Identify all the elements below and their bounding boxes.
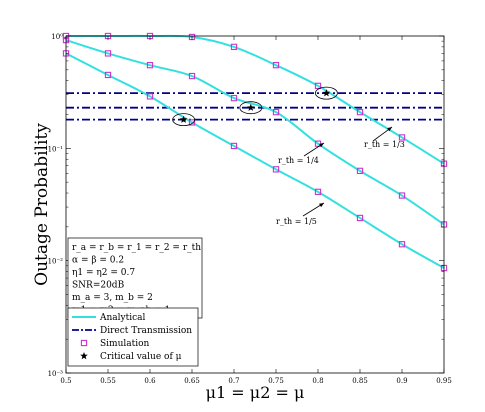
critical-point-star bbox=[246, 103, 255, 111]
parameter-line: SNR=20dB bbox=[72, 281, 125, 291]
x-tick-label: 0.6 bbox=[144, 377, 156, 385]
simulation-marker bbox=[272, 108, 280, 116]
simulation-marker bbox=[146, 93, 154, 100]
x-tick-label: 0.9 bbox=[396, 377, 407, 385]
x-tick-label: 0.8 bbox=[312, 377, 323, 385]
x-tick-label: 0.7 bbox=[228, 377, 239, 385]
axes-layer: 0.5 0.55 0.6 0.65 0.7 0.75 0.8 0.85 0.9 0.95 10⁻³ 1… bbox=[48, 33, 452, 385]
y-tick-label: 10⁻³ bbox=[48, 370, 64, 378]
x-axis-label: μ1 = μ2 = μ bbox=[206, 383, 305, 402]
simulation-marker bbox=[314, 188, 322, 195]
simulation-marker bbox=[188, 72, 196, 80]
parameters-box: r_a = r_b = r_1 = r_2 = r_th α = β = 0.2 η… bbox=[67, 237, 203, 319]
simulation-marker bbox=[104, 71, 112, 79]
simulation-marker bbox=[314, 82, 322, 89]
legend: Analytical Direct Transmission Simulation C… bbox=[67, 307, 199, 367]
analytical-curve bbox=[65, 52, 445, 269]
critical-point-star bbox=[322, 89, 331, 97]
critical-point-star bbox=[179, 115, 188, 123]
legend-label: Simulation bbox=[100, 339, 150, 349]
x-tick-label: 0.65 bbox=[184, 377, 200, 385]
parameters-box-frame bbox=[67, 237, 203, 319]
simulation-marker bbox=[104, 50, 112, 57]
simulation-marker bbox=[398, 192, 406, 199]
parameter-line: η1 = η2 = 0.7 bbox=[72, 268, 135, 278]
series-annotation: r_th = 1/4 bbox=[278, 156, 319, 165]
legend-swatch-critical bbox=[80, 352, 88, 360]
simulation-marker bbox=[272, 166, 280, 173]
simulation-marker bbox=[356, 167, 364, 175]
legend-label: Direct Transmission bbox=[100, 326, 192, 336]
annotation-arrow-head bbox=[387, 127, 392, 132]
series-annotation: r_th = 1/3 bbox=[364, 140, 405, 149]
legend-swatch-simulation bbox=[80, 339, 88, 347]
simulation-marker bbox=[398, 241, 406, 248]
legend-label: Analytical bbox=[99, 313, 146, 323]
parameter-line: m_a = 3, m_b = 2 bbox=[72, 293, 153, 303]
critical-point-ellipse bbox=[314, 86, 338, 100]
simulation-marker bbox=[272, 62, 280, 69]
y-tick-label: 10⁰ bbox=[51, 33, 63, 41]
analytical-curve bbox=[65, 39, 445, 226]
series-annotation: r_th = 1/5 bbox=[276, 217, 317, 226]
simulation-marker bbox=[146, 62, 154, 69]
y-axis-label: Outage Probability bbox=[32, 123, 52, 286]
plot-frame bbox=[65, 35, 445, 374]
simulation-marker bbox=[230, 94, 238, 102]
simulation-marker bbox=[356, 214, 364, 222]
x-tick-label: 0.55 bbox=[100, 377, 116, 385]
legend-label: Critical value of μ bbox=[100, 352, 182, 362]
x-tick-label: 0.5 bbox=[60, 377, 71, 385]
simulation-marker bbox=[398, 134, 406, 141]
x-tick-label: 0.85 bbox=[352, 377, 368, 385]
critical-point-ellipse bbox=[239, 101, 263, 115]
annotation-arrow-head bbox=[319, 143, 324, 148]
annotation-arrow-head bbox=[319, 203, 324, 208]
simulation-marker bbox=[230, 142, 238, 150]
x-tick-label: 0.95 bbox=[436, 377, 452, 385]
parameter-line: α = β = 0.2 bbox=[72, 256, 124, 266]
simulation-marker bbox=[356, 108, 364, 116]
simulation-marker bbox=[188, 119, 196, 126]
x-tick-label: 0.75 bbox=[268, 377, 284, 385]
critical-point-ellipse bbox=[172, 113, 196, 127]
simulation-marker bbox=[230, 43, 238, 51]
y-tick-label: 10⁻² bbox=[48, 258, 64, 266]
parameter-line: r_a = r_b = r_1 = r_2 = r_th bbox=[72, 243, 201, 253]
y-tick-label: 10⁻¹ bbox=[48, 145, 64, 153]
